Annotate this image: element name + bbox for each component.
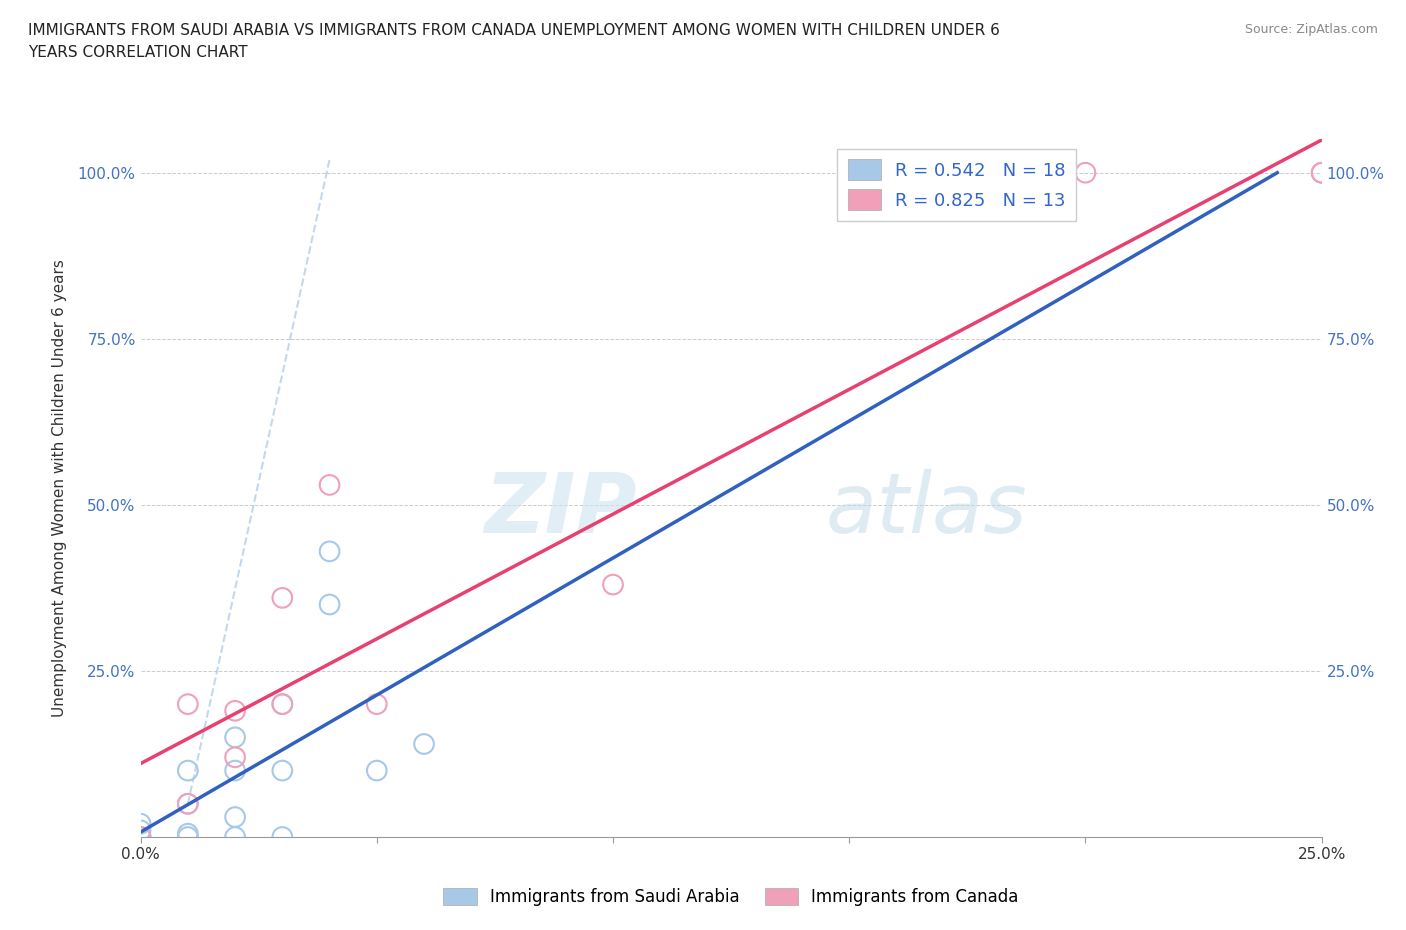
Text: YEARS CORRELATION CHART: YEARS CORRELATION CHART xyxy=(28,45,247,60)
Point xyxy=(177,796,200,811)
Text: IMMIGRANTS FROM SAUDI ARABIA VS IMMIGRANTS FROM CANADA UNEMPLOYMENT AMONG WOMEN : IMMIGRANTS FROM SAUDI ARABIA VS IMMIGRAN… xyxy=(28,23,1000,38)
Point xyxy=(271,764,294,778)
Point xyxy=(1310,166,1333,180)
Point xyxy=(177,826,200,841)
Point xyxy=(271,697,294,711)
Text: Source: ZipAtlas.com: Source: ZipAtlas.com xyxy=(1244,23,1378,36)
Point xyxy=(177,764,200,778)
Point xyxy=(318,544,340,559)
Point xyxy=(177,796,200,811)
Point xyxy=(129,823,152,838)
Point xyxy=(318,477,340,492)
Point xyxy=(271,697,294,711)
Point xyxy=(602,578,624,592)
Point xyxy=(224,810,246,825)
Point xyxy=(177,830,200,844)
Point xyxy=(366,764,388,778)
Point xyxy=(224,703,246,718)
Point xyxy=(129,817,152,831)
Legend: Immigrants from Saudi Arabia, Immigrants from Canada: Immigrants from Saudi Arabia, Immigrants… xyxy=(437,881,1025,912)
Point xyxy=(129,830,152,844)
Point xyxy=(271,591,294,605)
Point xyxy=(224,730,246,745)
Point xyxy=(1310,166,1333,180)
Point xyxy=(413,737,436,751)
Point xyxy=(1074,166,1097,180)
Point xyxy=(366,697,388,711)
Text: atlas: atlas xyxy=(825,469,1028,550)
Point xyxy=(129,830,152,844)
Text: ZIP: ZIP xyxy=(484,469,637,550)
Point xyxy=(224,830,246,844)
Y-axis label: Unemployment Among Women with Children Under 6 years: Unemployment Among Women with Children U… xyxy=(52,259,66,717)
Point xyxy=(271,830,294,844)
Point xyxy=(177,697,200,711)
Point xyxy=(318,597,340,612)
Point xyxy=(224,764,246,778)
Point xyxy=(224,750,246,764)
